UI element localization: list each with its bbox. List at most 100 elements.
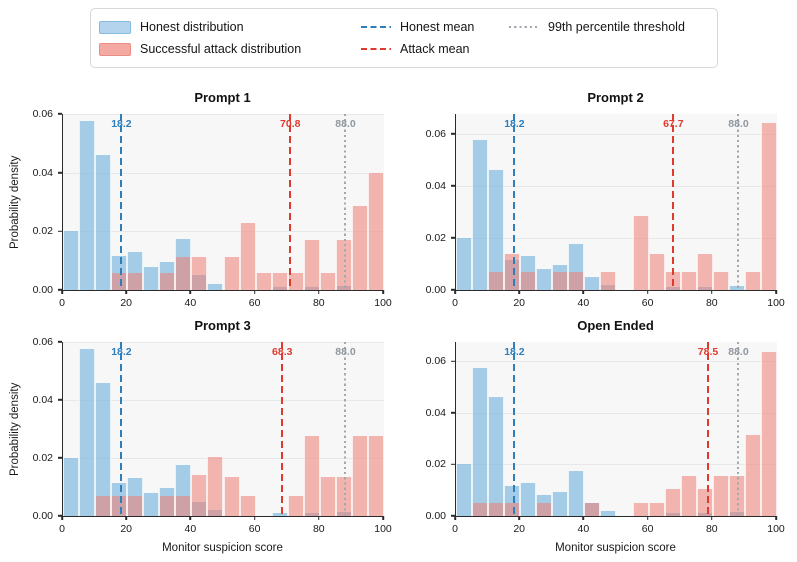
x-tick-mark: [125, 290, 127, 294]
gridline: [63, 114, 384, 115]
attack-bar: [632, 215, 649, 290]
y-tick-label: 0.04: [425, 179, 446, 192]
x-tick-mark: [518, 290, 520, 294]
attack-bar: [351, 436, 368, 516]
dashed-line-icon: [361, 47, 391, 51]
gridline: [63, 172, 384, 174]
legend-item-attack-mean: Attack mean: [361, 42, 509, 56]
legend-label: Honest mean: [400, 20, 475, 34]
gridline: [456, 361, 777, 363]
honest-mean-line: [120, 114, 123, 290]
attack-bar: [319, 273, 336, 290]
attack-bar: [696, 253, 713, 290]
threshold-line: [737, 342, 740, 516]
honest-bar: [552, 491, 569, 516]
x-tick-mark: [775, 516, 777, 520]
honest-mean-value: 18.2: [504, 118, 525, 130]
honest-bar: [79, 349, 96, 516]
gridline: [456, 464, 777, 466]
honest-bar: [271, 513, 288, 516]
legend-label: Attack mean: [400, 42, 470, 56]
x-tick-label: 100: [767, 297, 785, 309]
x-tick-label: 20: [120, 297, 133, 309]
honest-mean-value: 18.2: [504, 346, 525, 358]
x-tick-mark: [582, 516, 585, 520]
x-tick-mark: [646, 290, 649, 294]
honest-patch-icon: [99, 20, 131, 34]
y-tick-mark: [451, 360, 455, 363]
attack-mean-value: 70.8: [280, 118, 301, 130]
attack-bar: [504, 253, 521, 290]
x-tick-label: 60: [641, 297, 654, 309]
x-tick-label: 80: [705, 297, 718, 309]
y-tick-mark: [451, 184, 455, 187]
attack-mean-line: [706, 342, 709, 516]
gridline: [63, 400, 384, 402]
legend-item-honest-distribution: Honest distribution: [99, 20, 361, 34]
attack-bar: [648, 253, 665, 290]
y-tick-label: 0.00: [425, 284, 446, 296]
x-tick-mark: [711, 290, 713, 294]
honest-bar: [63, 231, 80, 290]
x-tick-label: 100: [767, 523, 785, 535]
honest-bar: [95, 155, 112, 290]
attack-bar: [520, 271, 537, 290]
honest-mean-line: [513, 114, 516, 290]
x-tick-mark: [318, 516, 320, 520]
threshold-line: [737, 114, 740, 290]
x-tick-mark: [189, 290, 192, 294]
plot-area: 18.2 68.3 88.0: [62, 342, 384, 517]
y-tick-label: 0.04: [32, 394, 53, 406]
attack-bar: [303, 239, 320, 290]
x-tick-mark: [253, 290, 256, 294]
subplot-title: Open Ended: [577, 318, 654, 333]
y-tick-mark: [451, 515, 455, 517]
x-tick-labels: 0 20 40 60 80 100: [452, 290, 785, 312]
y-tick-mark: [58, 399, 62, 401]
attack-bar: [175, 256, 192, 290]
y-tick-label: 0.02: [32, 452, 53, 464]
x-tick-labels: 0 20 40 60 80 100: [452, 516, 785, 538]
attack-mean-value: 78.5: [697, 346, 719, 358]
x-tick-mark: [61, 290, 63, 294]
attack-bar: [287, 273, 304, 290]
attack-bar: [600, 271, 617, 290]
attack-bar: [472, 503, 489, 516]
x-tick-mark: [382, 516, 384, 520]
attack-bar: [680, 476, 697, 516]
attack-bar: [175, 495, 192, 516]
honest-bar: [600, 510, 617, 516]
x-tick-label: 0: [59, 523, 65, 535]
honest-bar: [472, 367, 489, 516]
x-tick-label: 20: [513, 523, 526, 535]
attack-bar: [648, 503, 665, 516]
plot-area: 18.2 70.8 88.0: [62, 114, 384, 291]
attack-bar: [335, 239, 352, 290]
x-tick-labels: 0 20 40 60 80 100: [59, 290, 392, 312]
y-tick-mark: [451, 289, 455, 291]
y-tick-label: 0.06: [32, 108, 53, 120]
attack-bar: [223, 476, 240, 516]
attack-bar: [159, 495, 176, 516]
gridline: [456, 412, 777, 414]
attack-bar: [744, 434, 761, 516]
subplot-prompt-2: Prompt 2 18.2 67.7 88.0 0.00 0.02 0.04 0.06 0…: [413, 88, 785, 312]
legend-label: 99th percentile threshold: [548, 20, 685, 34]
honest-bar: [79, 121, 96, 290]
honest-bar: [728, 286, 745, 290]
x-tick-label: 80: [705, 523, 718, 535]
x-tick-label: 40: [577, 297, 590, 309]
plot-area: 18.2 78.5 88.0: [455, 342, 777, 517]
x-tick-label: 0: [452, 297, 458, 309]
attack-bar: [191, 475, 208, 516]
attack-bar: [159, 273, 176, 290]
honest-bar: [472, 140, 489, 290]
y-tick-labels: 0.00 0.02 0.04 0.06: [413, 114, 455, 296]
x-axis-label: Monitor suspicion score: [162, 542, 283, 554]
attack-bar: [760, 352, 777, 516]
x-tick-label: 40: [184, 523, 197, 535]
x-tick-label: 40: [577, 523, 590, 535]
attack-bar: [367, 436, 384, 516]
attack-bar: [680, 271, 697, 290]
x-tick-label: 40: [184, 297, 197, 309]
